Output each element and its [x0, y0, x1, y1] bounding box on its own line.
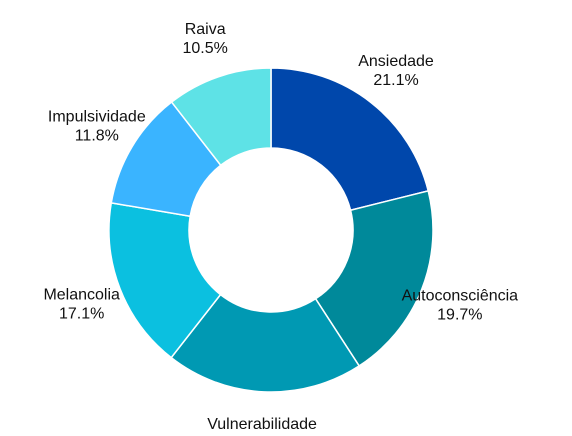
slice-label-vulnerabilidade: Vulnerabilidade 19.7% [207, 416, 317, 436]
slice-melancolia [108, 202, 222, 359]
slices-group [108, 67, 434, 393]
slice-label-ansiedade: Ansiedade 21.1% [358, 53, 434, 89]
slice-label-raiva: Raiva 10.5% [182, 21, 227, 57]
slice-percent: 19.7% [437, 307, 482, 324]
slice-autoconsciencia [314, 189, 434, 367]
slice-percent: 21.1% [373, 72, 418, 89]
slice-raiva [170, 67, 272, 167]
slice-label-melancolia: Melancolia 17.1% [43, 286, 120, 322]
slice-label-impulsividade: Impulsividade 11.8% [48, 109, 146, 145]
slice-percent: 17.1% [59, 305, 104, 322]
slice-percent: 11.8% [75, 128, 119, 145]
slice-percent: 10.5% [182, 40, 227, 57]
slice-name: Vulnerabilidade [207, 416, 317, 433]
slice-name: Impulsividade [48, 109, 146, 126]
slice-vulnerabilidade [170, 293, 361, 393]
slice-name: Ansiedade [358, 53, 434, 70]
slice-ansiedade [270, 67, 430, 212]
slice-name: Melancolia [43, 286, 120, 303]
slice-name: Raiva [185, 21, 226, 38]
slice-name: Autoconsciência [402, 288, 519, 305]
slice-percent: 19.7% [239, 435, 284, 436]
slice-label-autoconsciencia: Autoconsciência 19.7% [402, 288, 519, 324]
labels-group: Ansiedade 21.1%Autoconsciência 19.7%Vulner… [43, 21, 518, 436]
